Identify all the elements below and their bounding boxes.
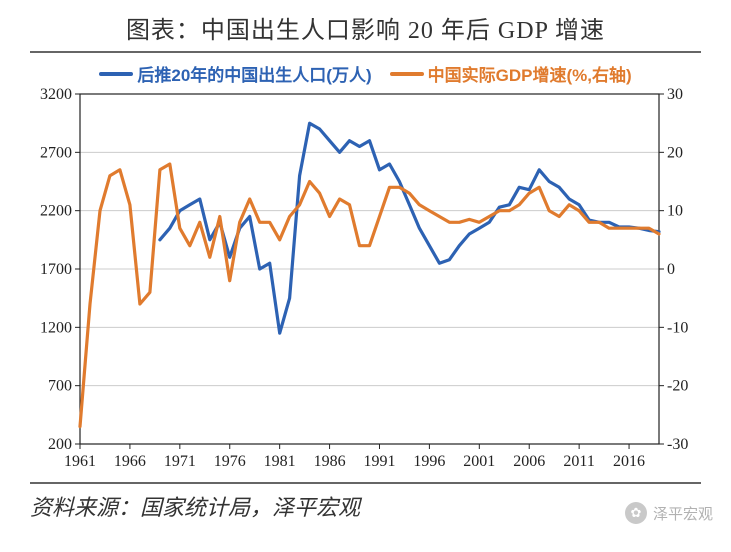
svg-text:-20: -20	[667, 378, 688, 395]
svg-text:2011: 2011	[563, 453, 594, 470]
svg-text:1976: 1976	[214, 453, 246, 470]
legend-item-population: 后推20年的中国出生人口(万人)	[99, 61, 371, 86]
svg-text:1200: 1200	[40, 319, 72, 336]
legend-swatch-1	[99, 72, 133, 76]
svg-text:2016: 2016	[613, 453, 645, 470]
legend-swatch-2	[390, 72, 424, 76]
svg-text:2700: 2700	[40, 144, 72, 161]
svg-text:1996: 1996	[413, 453, 445, 470]
svg-text:0: 0	[667, 261, 675, 278]
svg-text:700: 700	[48, 378, 72, 395]
svg-text:2001: 2001	[463, 453, 495, 470]
svg-text:2006: 2006	[513, 453, 545, 470]
wechat-icon: ✿	[625, 502, 647, 524]
legend: 后推20年的中国出生人口(万人) 中国实际GDP增速(%,右轴)	[0, 61, 731, 86]
svg-text:30: 30	[667, 88, 683, 103]
svg-text:1971: 1971	[164, 453, 196, 470]
svg-text:1700: 1700	[40, 261, 72, 278]
svg-text:-30: -30	[667, 436, 688, 453]
svg-text:3200: 3200	[40, 88, 72, 103]
svg-text:2200: 2200	[40, 203, 72, 220]
chart-plot: 200 700 1200 1700 2200 2700 3200 -30 -20 -10 0 10 20…	[30, 88, 701, 478]
svg-text:1961: 1961	[64, 453, 96, 470]
watermark-text: 泽平宏观	[653, 503, 713, 524]
svg-text:-10: -10	[667, 319, 688, 336]
legend-label-1: 后推20年的中国出生人口(万人)	[137, 61, 371, 86]
watermark: ✿ 泽平宏观	[625, 502, 713, 524]
svg-text:200: 200	[48, 436, 72, 453]
svg-text:20: 20	[667, 144, 683, 161]
svg-text:1966: 1966	[114, 453, 146, 470]
chart-source: 资料来源：国家统计局，泽平宏观	[30, 482, 701, 522]
legend-item-gdp: 中国实际GDP增速(%,右轴)	[390, 61, 632, 86]
chart-title: 图表：中国出生人口影响 20 年后 GDP 增速	[30, 10, 701, 53]
svg-text:1986: 1986	[314, 453, 346, 470]
legend-label-2: 中国实际GDP增速(%,右轴)	[428, 61, 632, 86]
svg-text:1981: 1981	[264, 453, 296, 470]
svg-text:10: 10	[667, 203, 683, 220]
svg-text:1991: 1991	[363, 453, 395, 470]
